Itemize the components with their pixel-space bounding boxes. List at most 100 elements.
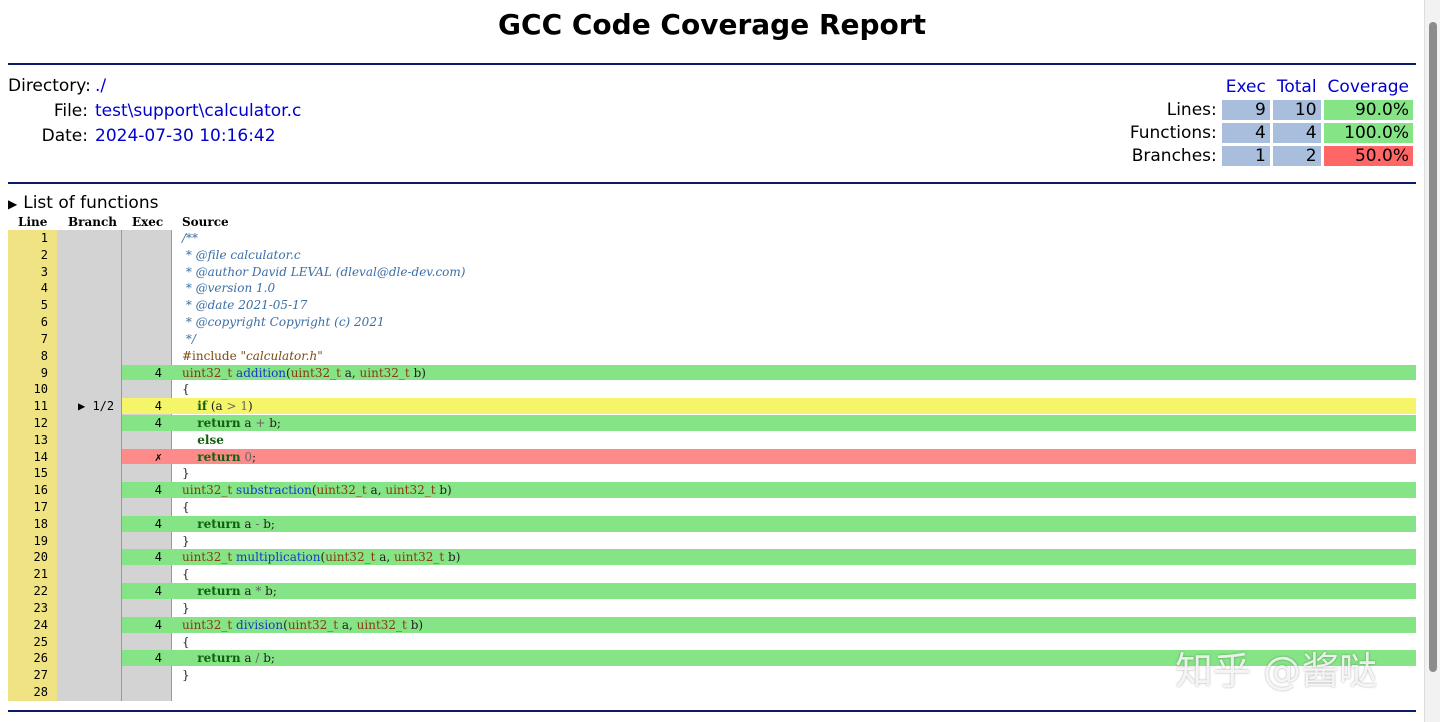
vertical-scrollbar[interactable]	[1424, 0, 1440, 722]
line-number: 16	[33, 483, 48, 498]
summary-coverage-value: 50.0%	[1323, 146, 1413, 166]
code-token: uint32_t	[287, 617, 339, 632]
code-token: a	[240, 415, 256, 430]
line-number: 11	[33, 399, 48, 414]
source-code: * @author David LEVAL (dleval@dle-dev.co…	[182, 264, 466, 281]
coverage-highlight	[122, 364, 1416, 381]
line-number: 4	[40, 281, 48, 296]
source-code: return a / b;	[182, 650, 275, 667]
source-row: 27}	[8, 667, 1416, 684]
header-branch: Branch	[68, 215, 117, 229]
code-token: * @author David LEVAL (dleval@dle-dev.co…	[182, 264, 466, 279]
code-token: ;	[252, 449, 257, 464]
coverage-highlight	[122, 381, 1416, 397]
source-row: 21 {	[8, 566, 1416, 583]
line-number: 21	[33, 567, 48, 582]
header-exec: Exec	[132, 215, 164, 229]
line-number: 27	[33, 668, 48, 683]
code-token: a,	[338, 617, 357, 632]
line-number: 26	[33, 651, 48, 666]
source-row: 17 {	[8, 499, 1416, 516]
code-token: -	[255, 516, 260, 531]
code-token: /	[255, 651, 260, 666]
code-token: return	[197, 449, 241, 464]
date-value: 2024-07-30 10:16:42	[95, 126, 276, 146]
line-number: 25	[33, 634, 48, 649]
code-token: a,	[375, 550, 395, 565]
file-label: File:	[53, 101, 88, 121]
code-token: uint32_t	[182, 365, 233, 380]
code-token: }	[182, 600, 190, 615]
line-number: 23	[33, 600, 48, 615]
source-code: uint32_t division(uint32_t a, uint32_t b…	[182, 617, 423, 634]
code-token: uint32_t	[182, 617, 233, 632]
source-code: }	[182, 667, 190, 684]
source-row: 28	[8, 684, 1416, 701]
source-row: 10 {	[8, 381, 1416, 398]
code-token: {	[182, 382, 190, 397]
line-number: 7	[40, 331, 48, 346]
coverage-highlight	[122, 650, 1416, 667]
coverage-highlight	[122, 331, 1416, 347]
source-code: {	[182, 381, 190, 398]
source-code: uint32_t multiplication(uint32_t a, uint…	[182, 549, 460, 566]
code-token: #include	[182, 348, 241, 363]
exec-count: 4	[154, 483, 162, 498]
source-code: {	[182, 634, 190, 651]
header-line: Line	[18, 215, 48, 229]
branch-info[interactable]: ▶ 1/2	[78, 399, 115, 414]
line-number: 13	[33, 432, 48, 447]
line-number: 3	[40, 264, 48, 279]
code-token: {	[182, 500, 190, 514]
code-token	[182, 651, 197, 665]
summary-divider	[8, 182, 1416, 184]
code-token: b)	[444, 550, 461, 565]
code-token: uint32_t	[290, 365, 341, 380]
summary-corner	[1126, 77, 1219, 97]
source-row: 9 4 uint32_t addition(uint32_t a, uint32_t…	[8, 364, 1416, 382]
coverage-highlight	[122, 280, 1416, 296]
source-row: 1 /**	[8, 230, 1416, 247]
source-row: 13 else	[8, 432, 1416, 449]
code-token: (	[320, 550, 326, 565]
code-token: * @file calculator.c	[182, 247, 301, 262]
coverage-highlight	[122, 482, 1416, 498]
line-number: 5	[40, 298, 48, 313]
coverage-highlight	[122, 499, 1416, 515]
list-of-functions-toggle[interactable]: ▶ List of functions	[8, 193, 158, 213]
code-token: return	[197, 415, 241, 430]
source-code: return a - b;	[182, 516, 275, 533]
line-number: 8	[40, 348, 48, 363]
scrollbar-thumb[interactable]	[1429, 22, 1437, 672]
meta-date-row: Date: 2024-07-30 10:16:42	[8, 124, 301, 149]
summary-header-exec: Exec	[1225, 77, 1266, 97]
branch-column	[57, 230, 122, 701]
source-row: 5 * @date 2021-05-17	[8, 297, 1416, 314]
code-token: >	[226, 399, 237, 414]
source-code: uint32_t substraction(uint32_t a, uint32…	[182, 482, 452, 499]
code-token: uint32_t	[182, 550, 233, 565]
source-row: 26 4 return a / b;	[8, 650, 1416, 667]
code-token: uint32_t	[356, 617, 407, 632]
directory-value: ./	[95, 76, 107, 96]
code-token: division	[236, 617, 284, 632]
coverage-highlight	[122, 566, 1416, 582]
coverage-highlight	[122, 297, 1416, 313]
code-token: multiplication	[236, 550, 321, 565]
coverage-highlight	[122, 398, 1416, 414]
line-number: 18	[33, 516, 48, 531]
source-table-header: Line Branch Exec Source	[8, 214, 1416, 230]
coverage-highlight	[122, 465, 1416, 481]
code-token: a	[240, 516, 256, 531]
code-token: +	[255, 415, 266, 430]
header-source: Source	[182, 215, 229, 229]
line-number: 20	[33, 550, 48, 565]
code-token: (a	[207, 399, 227, 414]
source-code: #include "calculator.h"	[182, 348, 323, 365]
source-code: return 0;	[182, 449, 256, 466]
source-row: 11 ▶ 1/2 4 if (a > 1)	[8, 398, 1416, 415]
source-code: }	[182, 533, 190, 550]
summary-exec-value: 9	[1221, 100, 1270, 120]
source-row: 6 * @copyright Copyright (c) 2021	[8, 314, 1416, 331]
